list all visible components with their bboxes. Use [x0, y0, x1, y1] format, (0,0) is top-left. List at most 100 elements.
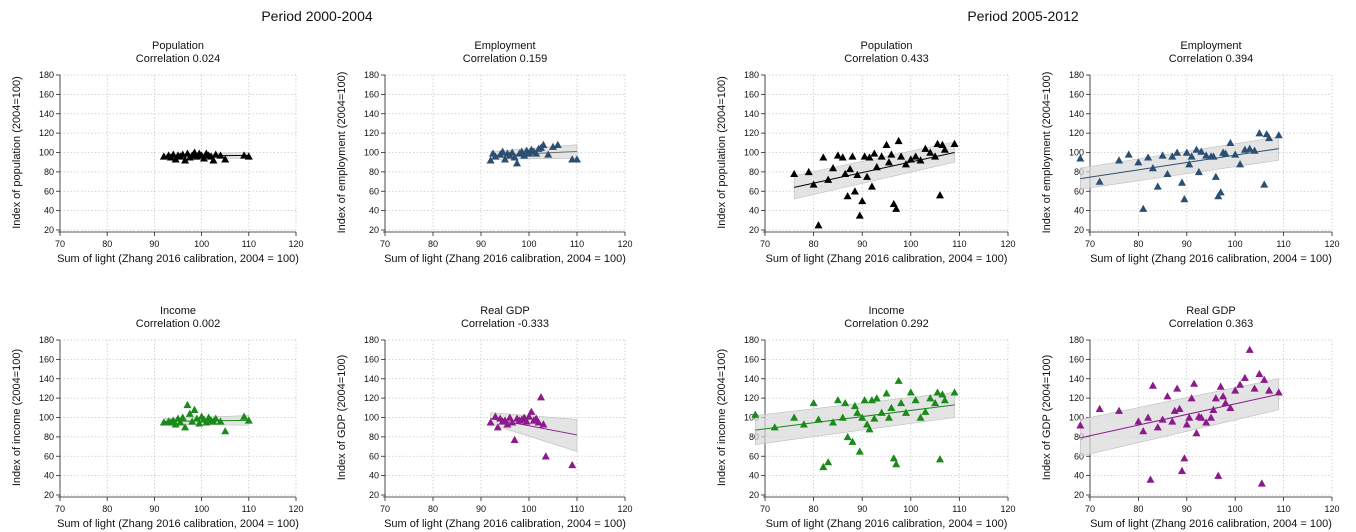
- y-tick-label: 20: [749, 225, 759, 235]
- data-point: [508, 418, 517, 426]
- chart-title: Income: [868, 305, 904, 317]
- x-tick-label: 70: [760, 239, 770, 249]
- data-point: [824, 175, 833, 183]
- y-tick-label: 120: [39, 128, 54, 138]
- x-tick-label: 120: [288, 239, 303, 249]
- x-tick-label: 80: [809, 504, 819, 514]
- data-point: [853, 170, 862, 178]
- data-point: [838, 413, 847, 421]
- x-tick-label: 120: [617, 504, 632, 514]
- y-tick-label: 60: [1074, 451, 1084, 461]
- y-tick-label: 60: [369, 186, 379, 196]
- data-point: [843, 432, 852, 441]
- y-tick-label: 100: [39, 413, 54, 423]
- y-tick-label: 120: [744, 393, 759, 403]
- y-tick-label: 140: [744, 109, 759, 119]
- data-point: [1250, 146, 1259, 154]
- data-point: [1214, 192, 1223, 200]
- x-axis-label: Sum of light (Zhang 2016 calibration, 20…: [384, 518, 626, 530]
- data-point: [882, 140, 891, 148]
- data-point: [1115, 406, 1124, 414]
- data-point: [1163, 169, 1172, 178]
- y-tick-label: 100: [1069, 148, 1084, 158]
- data-point: [1163, 392, 1172, 400]
- data-point: [1219, 392, 1228, 400]
- chart-subtitle: Correlation 0.159: [463, 53, 547, 65]
- y-tick-label: 140: [39, 374, 54, 384]
- data-point: [211, 150, 220, 158]
- y-tick-label: 60: [1074, 186, 1084, 196]
- data-point: [202, 418, 211, 426]
- data-point: [573, 155, 581, 163]
- data-point: [520, 151, 529, 159]
- data-point: [1221, 398, 1230, 407]
- data-point: [814, 415, 823, 423]
- y-axis-label: Index of GDP (2004=100): [336, 355, 348, 480]
- y-tick-label: 140: [364, 374, 379, 384]
- y-axis-label: Index of income (2004=100): [716, 349, 728, 486]
- data-point: [169, 150, 178, 158]
- y-tick-label: 180: [1069, 335, 1084, 345]
- data-point: [1255, 369, 1264, 378]
- data-point: [199, 154, 208, 162]
- data-point: [181, 156, 190, 164]
- x-tick-label: 120: [1324, 239, 1339, 249]
- data-point: [1095, 404, 1104, 412]
- fit-line: [1080, 148, 1279, 180]
- data-point: [1190, 379, 1199, 387]
- y-tick-label: 60: [44, 186, 54, 196]
- fit-line: [1080, 393, 1279, 439]
- data-point: [860, 396, 869, 404]
- period-title-right: Period 2005-2012: [967, 8, 1079, 24]
- data-point: [244, 416, 253, 424]
- data-point: [809, 398, 818, 407]
- data-point: [216, 151, 225, 159]
- data-point: [751, 410, 760, 418]
- data-point: [176, 418, 185, 426]
- y-tick-label: 40: [44, 471, 54, 481]
- data-point: [870, 149, 879, 157]
- y-tick-label: 40: [749, 471, 759, 481]
- data-point: [841, 169, 850, 178]
- x-tick-label: 120: [617, 239, 632, 249]
- data-point: [1182, 148, 1191, 156]
- data-point: [897, 398, 906, 407]
- data-point: [892, 460, 901, 468]
- y-axis-label: Index of income (2004=100): [11, 349, 23, 486]
- y-tick-label: 180: [1069, 70, 1084, 80]
- x-tick-label: 70: [1085, 504, 1095, 514]
- data-point: [865, 425, 874, 433]
- chart-subtitle: Correlation 0.394: [1169, 53, 1253, 65]
- data-point: [1211, 172, 1220, 180]
- y-tick-label: 40: [1074, 471, 1084, 481]
- data-point: [829, 418, 838, 426]
- data-point: [950, 139, 959, 147]
- data-point: [867, 396, 876, 404]
- data-point: [819, 153, 828, 161]
- x-tick-label: 100: [1228, 239, 1243, 249]
- data-point: [1175, 404, 1184, 412]
- data-point: [848, 152, 857, 160]
- data-point: [848, 437, 857, 445]
- data-point: [1209, 405, 1218, 413]
- data-point: [190, 405, 199, 413]
- x-tick-label: 90: [1182, 239, 1192, 249]
- data-point: [211, 414, 220, 422]
- data-point: [510, 153, 519, 161]
- data-point: [833, 396, 842, 404]
- x-tick-label: 100: [521, 504, 536, 514]
- data-point: [209, 156, 218, 164]
- data-point: [171, 155, 180, 163]
- y-tick-label: 140: [744, 374, 759, 384]
- y-tick-label: 100: [39, 148, 54, 158]
- data-point: [1214, 471, 1223, 479]
- data-point: [532, 149, 541, 157]
- data-point: [1236, 380, 1245, 388]
- data-point: [867, 182, 876, 190]
- data-point: [513, 159, 521, 167]
- y-tick-label: 160: [744, 89, 759, 99]
